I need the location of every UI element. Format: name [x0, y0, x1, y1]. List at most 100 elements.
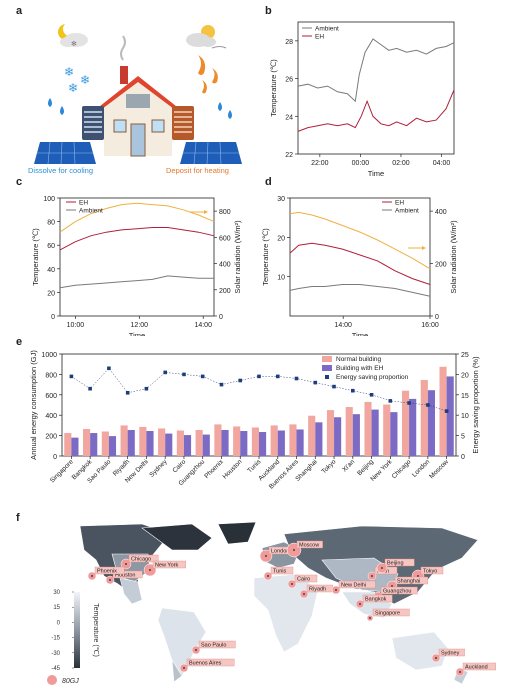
point-energy-saving-proportion — [219, 382, 224, 387]
bar-normal-building — [101, 431, 109, 456]
snowflake-icon: ❄❄❄ — [64, 65, 90, 95]
bar-building-with-eh — [146, 431, 154, 456]
city-dot — [109, 579, 111, 581]
city-label-box — [294, 574, 318, 583]
x-tick-label: Tunis — [246, 458, 263, 475]
city-label-box — [152, 560, 186, 569]
x-tick-label: 10:00 — [67, 322, 85, 329]
city-label-box — [186, 658, 235, 667]
panel-letter-c: c — [16, 176, 23, 188]
city-label: Sydney — [441, 651, 460, 657]
series-line-eh — [297, 89, 455, 132]
x-tick-label: Xi'an — [341, 458, 356, 473]
y-tick-label: 0 — [53, 454, 57, 461]
chart-b: 22 24 26 28 22:00 00:00 02:00 04:00 Time Temperat… — [269, 21, 455, 178]
y-tick-label: 400 — [45, 413, 57, 420]
radiator-heat-icon — [172, 106, 194, 140]
city-dot — [267, 575, 269, 577]
city-label-box — [420, 566, 444, 575]
panel-letter-e: e — [16, 336, 23, 348]
city-label: Tunis — [273, 569, 286, 575]
city-label-box — [372, 608, 410, 617]
city-label: Guangzhou — [383, 589, 411, 595]
bar-normal-building — [214, 424, 222, 456]
colorbar — [74, 592, 80, 668]
bar-building-with-eh — [296, 429, 304, 456]
bar-building-with-eh — [277, 430, 285, 456]
y-tick-label: 200 — [45, 434, 57, 441]
series-line-ambient — [297, 38, 455, 103]
city-label-box — [296, 540, 323, 549]
colorbar-tick-label: 0 — [57, 620, 61, 626]
city-label: Riyadh — [309, 587, 326, 593]
bar-normal-building — [64, 433, 72, 456]
x-axis-label: Time — [352, 331, 368, 336]
legend-label: EH — [315, 34, 324, 41]
y-tick-label: 10 — [277, 275, 285, 282]
x-tick-label: Moscow — [428, 458, 450, 480]
point-energy-saving-proportion — [125, 391, 130, 395]
bar-building-with-eh — [221, 429, 229, 456]
bar-normal-building — [308, 415, 316, 456]
point-energy-saving-proportion — [444, 409, 449, 413]
plot-frame — [297, 21, 455, 155]
y-right-axis-label: Solar radiation (W/m²) — [449, 220, 458, 294]
x-tick-label: Sydney — [148, 458, 169, 479]
y-tick-label: 800 — [45, 372, 57, 379]
point-energy-saving-proportion — [163, 370, 167, 375]
bar-normal-building — [251, 427, 259, 456]
bar-building-with-eh — [409, 398, 417, 456]
bar-building-with-eh — [108, 436, 117, 456]
y-right-tick-label: 0 — [461, 454, 465, 461]
y-tick-label: 600 — [45, 393, 57, 400]
point-energy-saving-proportion — [107, 366, 111, 371]
y-tick-label: 26 — [285, 77, 293, 84]
y-right-tick-label: 15 — [461, 393, 469, 400]
bar-building-with-eh — [446, 376, 454, 456]
point-energy-saving-proportion — [257, 374, 261, 379]
bar-building-with-eh — [202, 434, 210, 456]
x-axis-label: Time — [368, 169, 384, 178]
city-label: New Delhi — [341, 583, 366, 589]
bar-normal-building — [270, 425, 278, 456]
legend-label: Building with EH — [336, 365, 384, 372]
legend-swatch — [325, 375, 329, 379]
point-energy-saving-proportion — [407, 401, 411, 405]
bar-building-with-eh — [240, 431, 248, 456]
point-energy-saving-proportion — [332, 384, 336, 389]
axis-arrow-head — [204, 210, 208, 214]
y-tick-label: 60 — [47, 243, 55, 250]
y-tick-label: 24 — [285, 114, 293, 121]
x-tick-label: 14:00 — [194, 322, 212, 329]
bar-building-with-eh — [352, 414, 360, 456]
size-legend-circle — [47, 675, 57, 685]
series-line-ambient — [59, 275, 214, 289]
bar-normal-building — [195, 429, 203, 456]
y-tick-label: 40 — [47, 267, 55, 274]
y-tick-label: 0 — [51, 314, 55, 321]
city-label: New York — [155, 563, 178, 569]
city-label: Shanghai — [397, 579, 420, 585]
legend-label: Energy saving proportion — [336, 374, 409, 381]
world-map: 30 15 0 -15 -30 -45 Temperature (℃) 80GJ Chic… — [47, 520, 496, 692]
city-dot — [303, 593, 305, 595]
bar-normal-building — [83, 428, 91, 456]
bar-normal-building — [345, 407, 353, 456]
colorbar-tick-label: 15 — [53, 605, 60, 611]
bar-normal-building — [120, 425, 128, 456]
x-tick-label: Cairo — [171, 458, 187, 474]
panel-a-illustration: ✻ ❄❄❄ — [34, 22, 242, 165]
point-energy-saving-proportion — [144, 386, 149, 391]
solar-panel-right-icon — [180, 141, 242, 165]
solar-panel-left-icon — [34, 141, 96, 165]
city-label-box — [394, 576, 428, 585]
bar-building-with-eh — [71, 437, 79, 456]
y-right-axis-label: Solar radiation (W/m²) — [233, 220, 242, 294]
city-label-box — [338, 580, 376, 589]
x-axis-label: Time — [129, 331, 145, 336]
series-line-eh — [59, 227, 215, 251]
colorbar-tick-label: -45 — [51, 666, 60, 672]
radiator-cool-icon — [82, 106, 104, 140]
chart-d: 10 20 30 0 200 400 14:00 16:00 Time Temperature (… — [262, 196, 458, 336]
point-energy-saving-proportion — [238, 378, 242, 383]
